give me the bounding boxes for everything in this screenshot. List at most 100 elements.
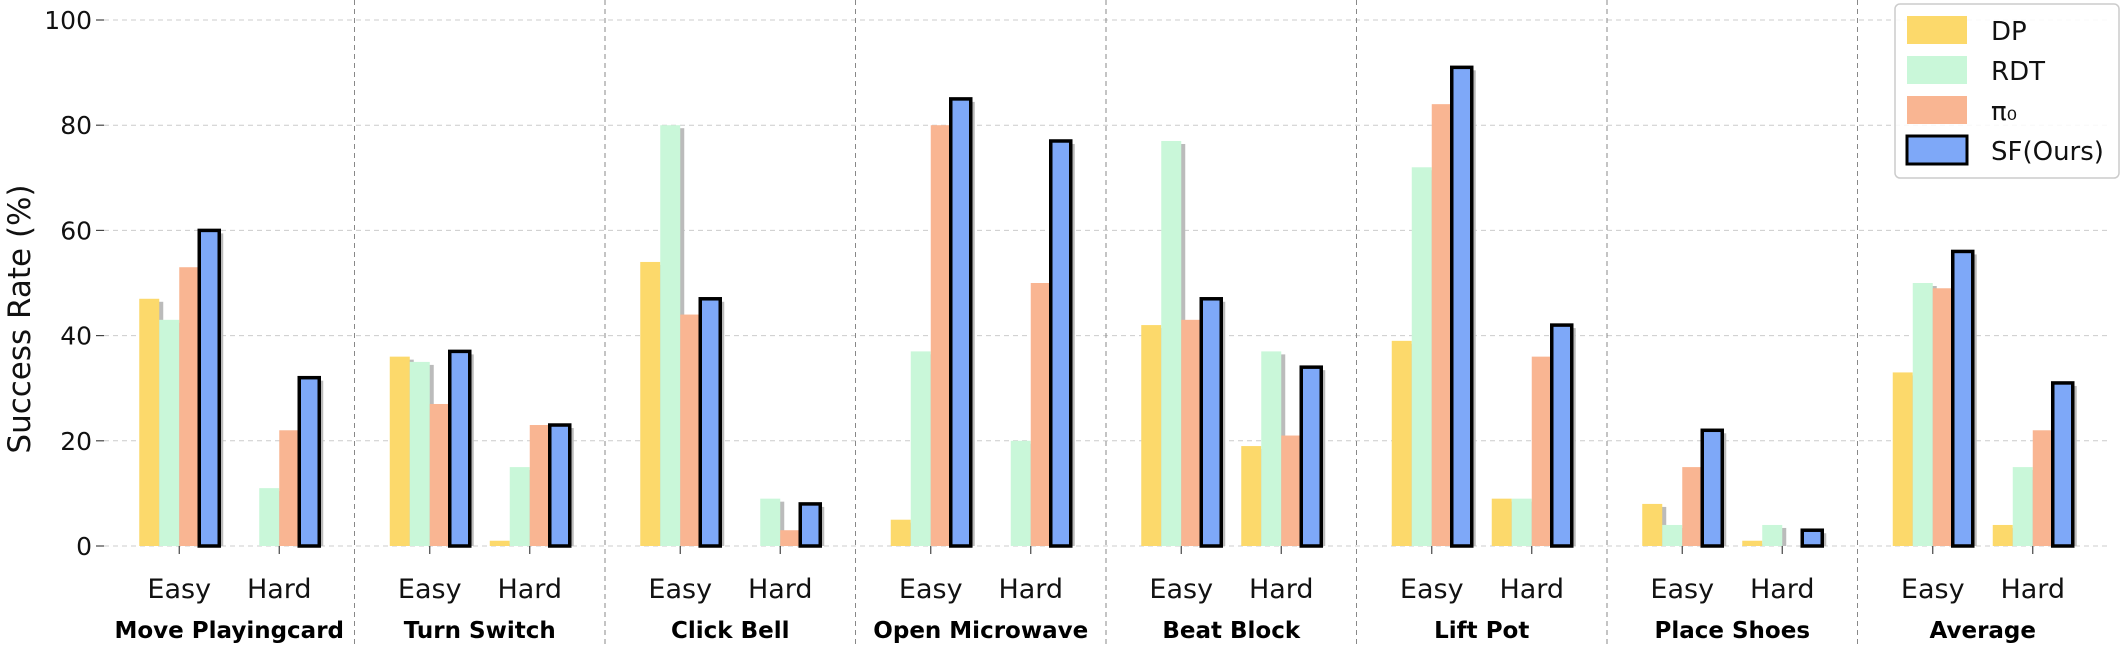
bar-sf-ours-open-microwave-hard: [1049, 139, 1073, 548]
x-tick-label-hard: Hard: [497, 574, 562, 605]
grid-layer: [96, 0, 2108, 647]
bar--move-playingcard-hard: [279, 430, 300, 546]
legend-swatch-dp: [1907, 16, 1967, 44]
bar-sf-ours-lift-pot-easy: [1450, 65, 1474, 548]
x-tick-label-easy: Easy: [1901, 574, 1965, 605]
x-tick-label-hard: Hard: [247, 574, 312, 605]
bar-sf-ours-beat-block-hard: [1299, 365, 1323, 548]
bar-sf-ours-place-shoes-hard: [1800, 528, 1824, 548]
bar-dp-lift-pot-easy: [1391, 340, 1412, 546]
bar-dp-average-hard: [1992, 524, 2013, 546]
bar-sf-ours-average-hard: [2051, 381, 2075, 548]
bar-rdt-average-hard: [2012, 467, 2033, 546]
bar--beat-block-hard: [1281, 435, 1302, 546]
y-tick-label: 20: [60, 427, 92, 456]
bar-rdt-turn-switch-easy: [409, 361, 430, 546]
y-tick-label: 80: [60, 111, 92, 140]
y-tick-label: 100: [44, 6, 92, 35]
y-tick-label: 60: [60, 216, 92, 245]
bar--lift-pot-hard: [1531, 356, 1552, 546]
legend: DP RDT π₀ SF(Ours): [1894, 3, 2120, 179]
x-tick-label-hard: Hard: [748, 574, 813, 605]
bar-dp-place-shoes-hard: [1742, 540, 1763, 546]
bar-dp-beat-block-easy: [1141, 325, 1162, 546]
bar-rdt-move-playingcard-easy: [159, 319, 180, 546]
bar-dp-move-playingcard-easy: [139, 298, 160, 546]
x-tick-label-easy: Easy: [398, 574, 462, 605]
bar-rdt-lift-pot-hard: [1511, 498, 1532, 546]
bar-rdt-move-playingcard-hard: [259, 488, 280, 546]
bar-dp-open-microwave-easy: [890, 519, 911, 546]
group-label-move-playingcard: Move Playingcard: [114, 618, 344, 644]
bar--open-microwave-easy: [930, 125, 951, 546]
bar--beat-block-easy: [1181, 319, 1202, 546]
bar-rdt-beat-block-easy: [1161, 140, 1182, 547]
bar-sf-ours-average-easy: [1951, 249, 1975, 548]
x-tick-label-hard: Hard: [1499, 574, 1564, 605]
bar--click-bell-easy: [680, 314, 701, 546]
bar-rdt-beat-block-hard: [1261, 351, 1282, 546]
bar-sf-ours-lift-pot-hard: [1550, 323, 1574, 548]
legend-swatch-rdt: [1907, 56, 1967, 84]
bar-sf-ours-beat-block-easy: [1199, 297, 1223, 548]
bar-dp-average-easy: [1892, 372, 1913, 546]
legend-swatch-sf-ours: [1905, 134, 1969, 166]
bar-rdt-turn-switch-hard: [509, 467, 530, 546]
labels-layer: 0 20 40 60 80 100 Easy Hard Move Playingcard Easy…: [44, 6, 2065, 644]
bar-dp-turn-switch-easy: [389, 356, 410, 546]
legend-swatch-: [1907, 96, 1967, 124]
bar--average-hard: [2032, 430, 2053, 546]
legend-label-dp: DP: [1991, 17, 2027, 47]
bar-sf-ours-move-playingcard-easy: [197, 228, 221, 548]
bar-dp-lift-pot-hard: [1491, 498, 1512, 546]
bar-sf-ours-turn-switch-hard: [548, 423, 572, 548]
bar--open-microwave-hard: [1030, 283, 1051, 546]
legend-label-sf-ours: SF(Ours): [1991, 137, 2104, 167]
x-tick-label-hard: Hard: [1249, 574, 1314, 605]
bar--turn-switch-hard: [529, 425, 550, 546]
bar-rdt-place-shoes-easy: [1662, 524, 1683, 546]
x-tick-label-easy: Easy: [147, 574, 211, 605]
x-tick-label-easy: Easy: [1650, 574, 1714, 605]
bar--average-easy: [1932, 288, 1953, 546]
group-label-average: Average: [1930, 618, 2037, 644]
bar-rdt-click-bell-easy: [660, 125, 681, 546]
group-label-lift-pot: Lift Pot: [1434, 618, 1529, 644]
group-label-turn-switch: Turn Switch: [404, 618, 556, 644]
legend-label-rdt: RDT: [1991, 57, 2045, 87]
group-label-open-microwave: Open Microwave: [873, 618, 1088, 644]
bar--place-shoes-easy: [1682, 467, 1703, 546]
bar-dp-place-shoes-easy: [1642, 503, 1663, 546]
bar-sf-ours-move-playingcard-hard: [297, 375, 321, 548]
bar-sf-ours-place-shoes-easy: [1700, 428, 1724, 548]
bar-sf-ours-turn-switch-easy: [448, 349, 472, 548]
legend-label-: π₀: [1991, 97, 2017, 127]
group-label-place-shoes: Place Shoes: [1654, 618, 1810, 644]
bar-rdt-average-easy: [1912, 283, 1933, 546]
bar-rdt-click-bell-hard: [760, 498, 781, 546]
bar-rdt-place-shoes-hard: [1762, 524, 1783, 546]
bar-sf-ours-click-bell-easy: [698, 297, 722, 548]
bar--lift-pot-easy: [1431, 104, 1452, 546]
x-tick-label-easy: Easy: [648, 574, 712, 605]
x-tick-label-easy: Easy: [1400, 574, 1464, 605]
x-tick-label-hard: Hard: [998, 574, 1063, 605]
bar-dp-beat-block-hard: [1241, 446, 1262, 546]
bar-dp-turn-switch-hard: [489, 540, 510, 546]
bars-layer: [139, 65, 2077, 548]
x-tick-label-hard: Hard: [1750, 574, 1815, 605]
bar-rdt-open-microwave-hard: [1010, 440, 1031, 546]
bar--move-playingcard-easy: [179, 267, 200, 546]
x-tick-label-easy: Easy: [899, 574, 963, 605]
x-tick-label-easy: Easy: [1149, 574, 1213, 605]
y-tick-label: 0: [76, 532, 92, 561]
bar-rdt-lift-pot-easy: [1411, 167, 1432, 546]
group-label-click-bell: Click Bell: [671, 618, 789, 644]
bar-sf-ours-open-microwave-easy: [949, 97, 973, 548]
bar-rdt-open-microwave-easy: [910, 351, 931, 546]
group-label-beat-block: Beat Block: [1162, 618, 1301, 644]
y-axis-title: Success Rate (%): [2, 184, 38, 453]
x-tick-label-hard: Hard: [2000, 574, 2065, 605]
bar--click-bell-hard: [780, 530, 801, 546]
